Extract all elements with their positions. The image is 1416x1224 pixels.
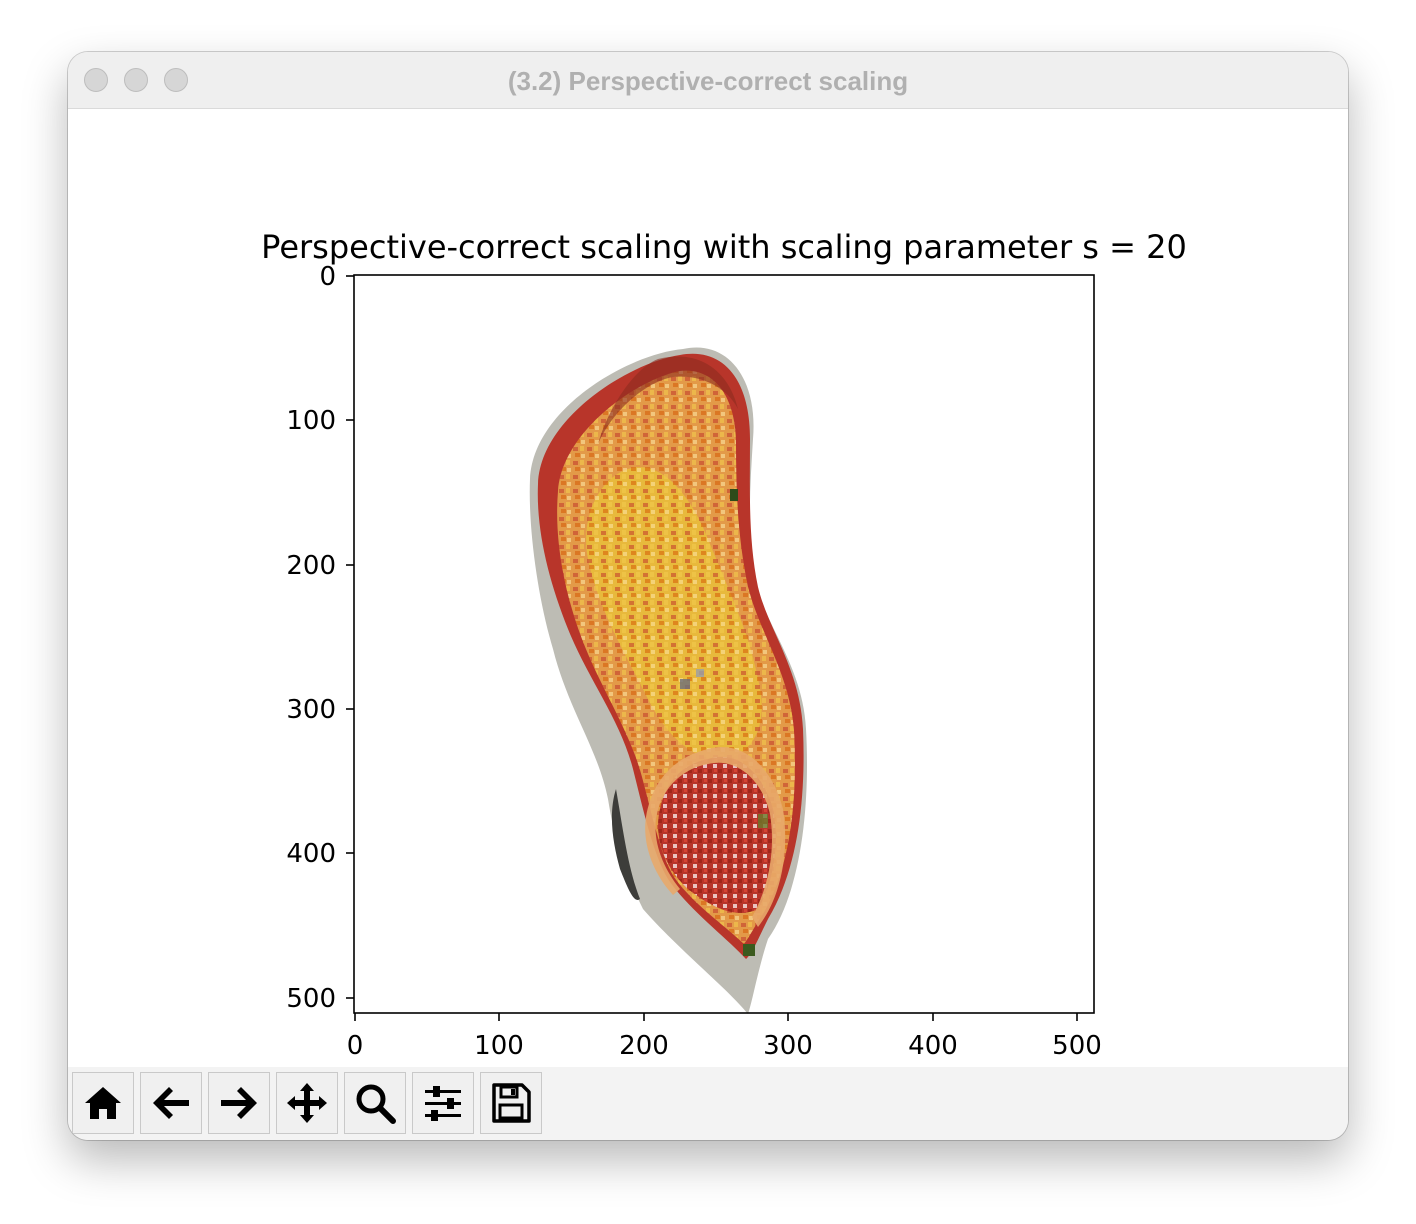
pan-button[interactable] [276, 1072, 338, 1134]
x-tick-label: 400 [908, 1031, 958, 1061]
save-button[interactable] [480, 1072, 542, 1134]
back-button[interactable] [140, 1072, 202, 1134]
y-tick-label: 200 [286, 551, 336, 581]
x-axis: 0 100 200 300 400 500 [347, 1013, 1102, 1061]
x-tick-label: 100 [474, 1031, 524, 1061]
y-axis: 0 100 200 300 400 500 [286, 262, 354, 1014]
navigation-toolbar [68, 1067, 1348, 1140]
y-tick-label: 300 [286, 695, 336, 725]
zoom-button[interactable] [344, 1072, 406, 1134]
chart-title: Perspective-correct scaling with scaling… [261, 228, 1187, 266]
close-window-button[interactable] [84, 68, 108, 92]
window-title: (3.2) Perspective-correct scaling [507, 66, 909, 96]
forward-button[interactable] [208, 1072, 270, 1134]
arrow-left-icon [153, 1087, 189, 1119]
title-bar[interactable]: (3.2) Perspective-correct scaling [68, 52, 1348, 109]
home-icon [85, 1087, 121, 1119]
move-icon [287, 1083, 327, 1123]
home-button[interactable] [72, 1072, 134, 1134]
axes-frame [353, 274, 1095, 1014]
sliders-icon [425, 1086, 461, 1121]
magnifier-icon [356, 1084, 396, 1124]
y-tick-label: 100 [286, 406, 336, 436]
y-tick-label: 500 [286, 984, 336, 1014]
floppy-disk-icon [492, 1083, 531, 1123]
y-tick-label: 400 [286, 839, 336, 869]
configure-subplots-button[interactable] [412, 1072, 474, 1134]
minimize-window-button[interactable] [124, 68, 148, 92]
arrow-right-icon [221, 1087, 257, 1119]
y-tick-label: 0 [319, 262, 336, 292]
plot-svg: Perspective-correct scaling with scaling… [261, 228, 1187, 1061]
zoom-window-button[interactable] [164, 68, 188, 92]
x-tick-label: 200 [619, 1031, 669, 1061]
x-tick-label: 0 [347, 1031, 364, 1061]
figure-canvas[interactable]: Perspective-correct scaling with scaling… [68, 109, 1348, 1067]
x-tick-label: 300 [763, 1031, 813, 1061]
x-tick-label: 500 [1052, 1031, 1102, 1061]
figure-window: (3.2) Perspective-correct scaling Pe [68, 52, 1348, 1140]
shoe-image [529, 347, 808, 1014]
